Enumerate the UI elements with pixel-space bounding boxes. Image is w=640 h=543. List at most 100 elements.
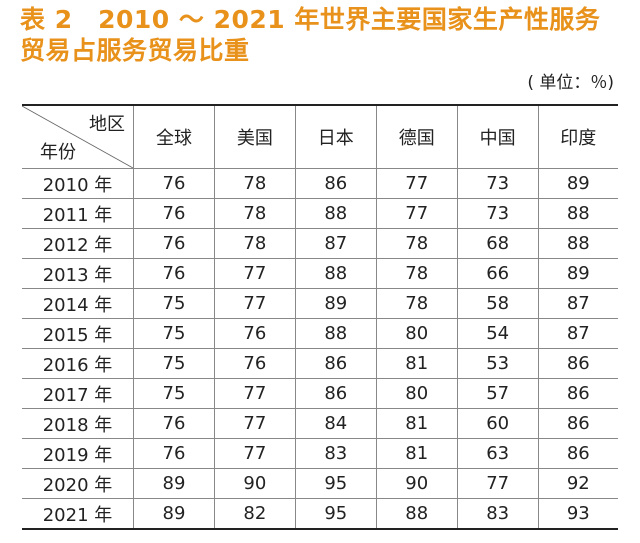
value-cell: 88	[294, 258, 377, 289]
value-cell: 68	[456, 228, 539, 259]
table-row: 2016 年 75 76 86 81 53 86	[22, 348, 618, 379]
value-cell: 75	[133, 378, 215, 409]
table-row: 2015 年 75 76 88 80 54 87	[22, 318, 618, 349]
value-cell: 77	[375, 198, 458, 229]
column-header: 日本	[294, 104, 377, 169]
value-cell: 76	[133, 168, 215, 199]
value-cell: 77	[213, 258, 296, 289]
year-cell: 2014 年	[22, 288, 134, 319]
value-cell: 88	[537, 198, 618, 229]
value-cell: 78	[213, 198, 296, 229]
value-cell: 75	[133, 288, 215, 319]
value-cell: 81	[375, 438, 458, 469]
table-row: 2013 年 76 77 88 78 66 89	[22, 258, 618, 289]
value-cell: 57	[456, 378, 539, 409]
value-cell: 76	[133, 258, 215, 289]
table-row: 2012 年 76 78 87 78 68 88	[22, 228, 618, 259]
column-header: 印度	[537, 104, 618, 169]
year-cell: 2016 年	[22, 348, 134, 379]
year-cell: 2017 年	[22, 378, 134, 409]
value-cell: 82	[213, 498, 296, 530]
value-cell: 76	[133, 408, 215, 439]
value-cell: 88	[375, 498, 458, 530]
value-cell: 86	[537, 438, 618, 469]
value-cell: 86	[537, 408, 618, 439]
table-row: 2020 年 89 90 95 90 77 92	[22, 468, 618, 499]
table-row: 2014 年 75 77 89 78 58 87	[22, 288, 618, 319]
value-cell: 86	[537, 348, 618, 379]
year-cell: 2011 年	[22, 198, 134, 229]
value-cell: 83	[456, 498, 539, 530]
value-cell: 78	[375, 288, 458, 319]
year-cell: 2018 年	[22, 408, 134, 439]
value-cell: 76	[133, 438, 215, 469]
year-cell: 2013 年	[22, 258, 134, 289]
table-row: 2011 年 76 78 88 77 73 88	[22, 198, 618, 229]
column-header: 德国	[375, 104, 458, 169]
value-cell: 84	[294, 408, 377, 439]
value-cell: 90	[375, 468, 458, 499]
value-cell: 77	[213, 378, 296, 409]
title-line-2: 贸易占服务贸易比重	[20, 36, 250, 65]
value-cell: 89	[537, 168, 618, 199]
value-cell: 73	[456, 198, 539, 229]
value-cell: 86	[294, 168, 377, 199]
value-cell: 77	[213, 288, 296, 319]
corner-header: 地区 年份	[22, 104, 134, 169]
value-cell: 78	[213, 168, 296, 199]
year-cell: 2012 年	[22, 228, 134, 259]
header-region: 地区	[89, 114, 125, 135]
value-cell: 80	[375, 378, 458, 409]
value-cell: 92	[537, 468, 618, 499]
value-cell: 90	[213, 468, 296, 499]
value-cell: 75	[133, 348, 215, 379]
value-cell: 76	[133, 198, 215, 229]
value-cell: 76	[133, 228, 215, 259]
value-cell: 60	[456, 408, 539, 439]
value-cell: 78	[213, 228, 296, 259]
value-cell: 81	[375, 408, 458, 439]
value-cell: 89	[294, 288, 377, 319]
table-title: 表 2 2010 ～ 2021 年世界主要国家生产性服务 贸易占服务贸易比重	[20, 4, 600, 66]
value-cell: 53	[456, 348, 539, 379]
title-line-1: 表 2 2010 ～ 2021 年世界主要国家生产性服务	[20, 5, 601, 34]
value-cell: 76	[213, 348, 296, 379]
year-cell: 2019 年	[22, 438, 134, 469]
value-cell: 87	[537, 318, 618, 349]
value-cell: 77	[456, 468, 539, 499]
value-cell: 95	[294, 498, 377, 530]
value-cell: 89	[537, 258, 618, 289]
table-row: 2021 年 89 82 95 88 83 93	[22, 498, 618, 530]
value-cell: 86	[537, 378, 618, 409]
table-row: 2017 年 75 77 86 80 57 86	[22, 378, 618, 409]
year-cell: 2015 年	[22, 318, 134, 349]
value-cell: 66	[456, 258, 539, 289]
value-cell: 77	[213, 438, 296, 469]
unit-label: ( 单位：％)	[527, 73, 614, 93]
value-cell: 54	[456, 318, 539, 349]
value-cell: 95	[294, 468, 377, 499]
value-cell: 88	[294, 198, 377, 229]
column-header: 全球	[133, 104, 215, 169]
table-row: 2018 年 76 77 84 81 60 86	[22, 408, 618, 439]
value-cell: 77	[375, 168, 458, 199]
value-cell: 86	[294, 378, 377, 409]
value-cell: 93	[537, 498, 618, 530]
value-cell: 86	[294, 348, 377, 379]
value-cell: 63	[456, 438, 539, 469]
value-cell: 88	[537, 228, 618, 259]
year-cell: 2020 年	[22, 468, 134, 499]
value-cell: 78	[375, 228, 458, 259]
table-row: 2019 年 76 77 83 81 63 86	[22, 438, 618, 469]
value-cell: 81	[375, 348, 458, 379]
value-cell: 83	[294, 438, 377, 469]
value-cell: 88	[294, 318, 377, 349]
value-cell: 58	[456, 288, 539, 319]
column-header: 美国	[213, 104, 296, 169]
table-row: 2010 年 76 78 86 77 73 89	[22, 168, 618, 199]
value-cell: 75	[133, 318, 215, 349]
year-cell: 2021 年	[22, 498, 134, 530]
value-cell: 80	[375, 318, 458, 349]
value-cell: 78	[375, 258, 458, 289]
header-year: 年份	[40, 142, 76, 163]
